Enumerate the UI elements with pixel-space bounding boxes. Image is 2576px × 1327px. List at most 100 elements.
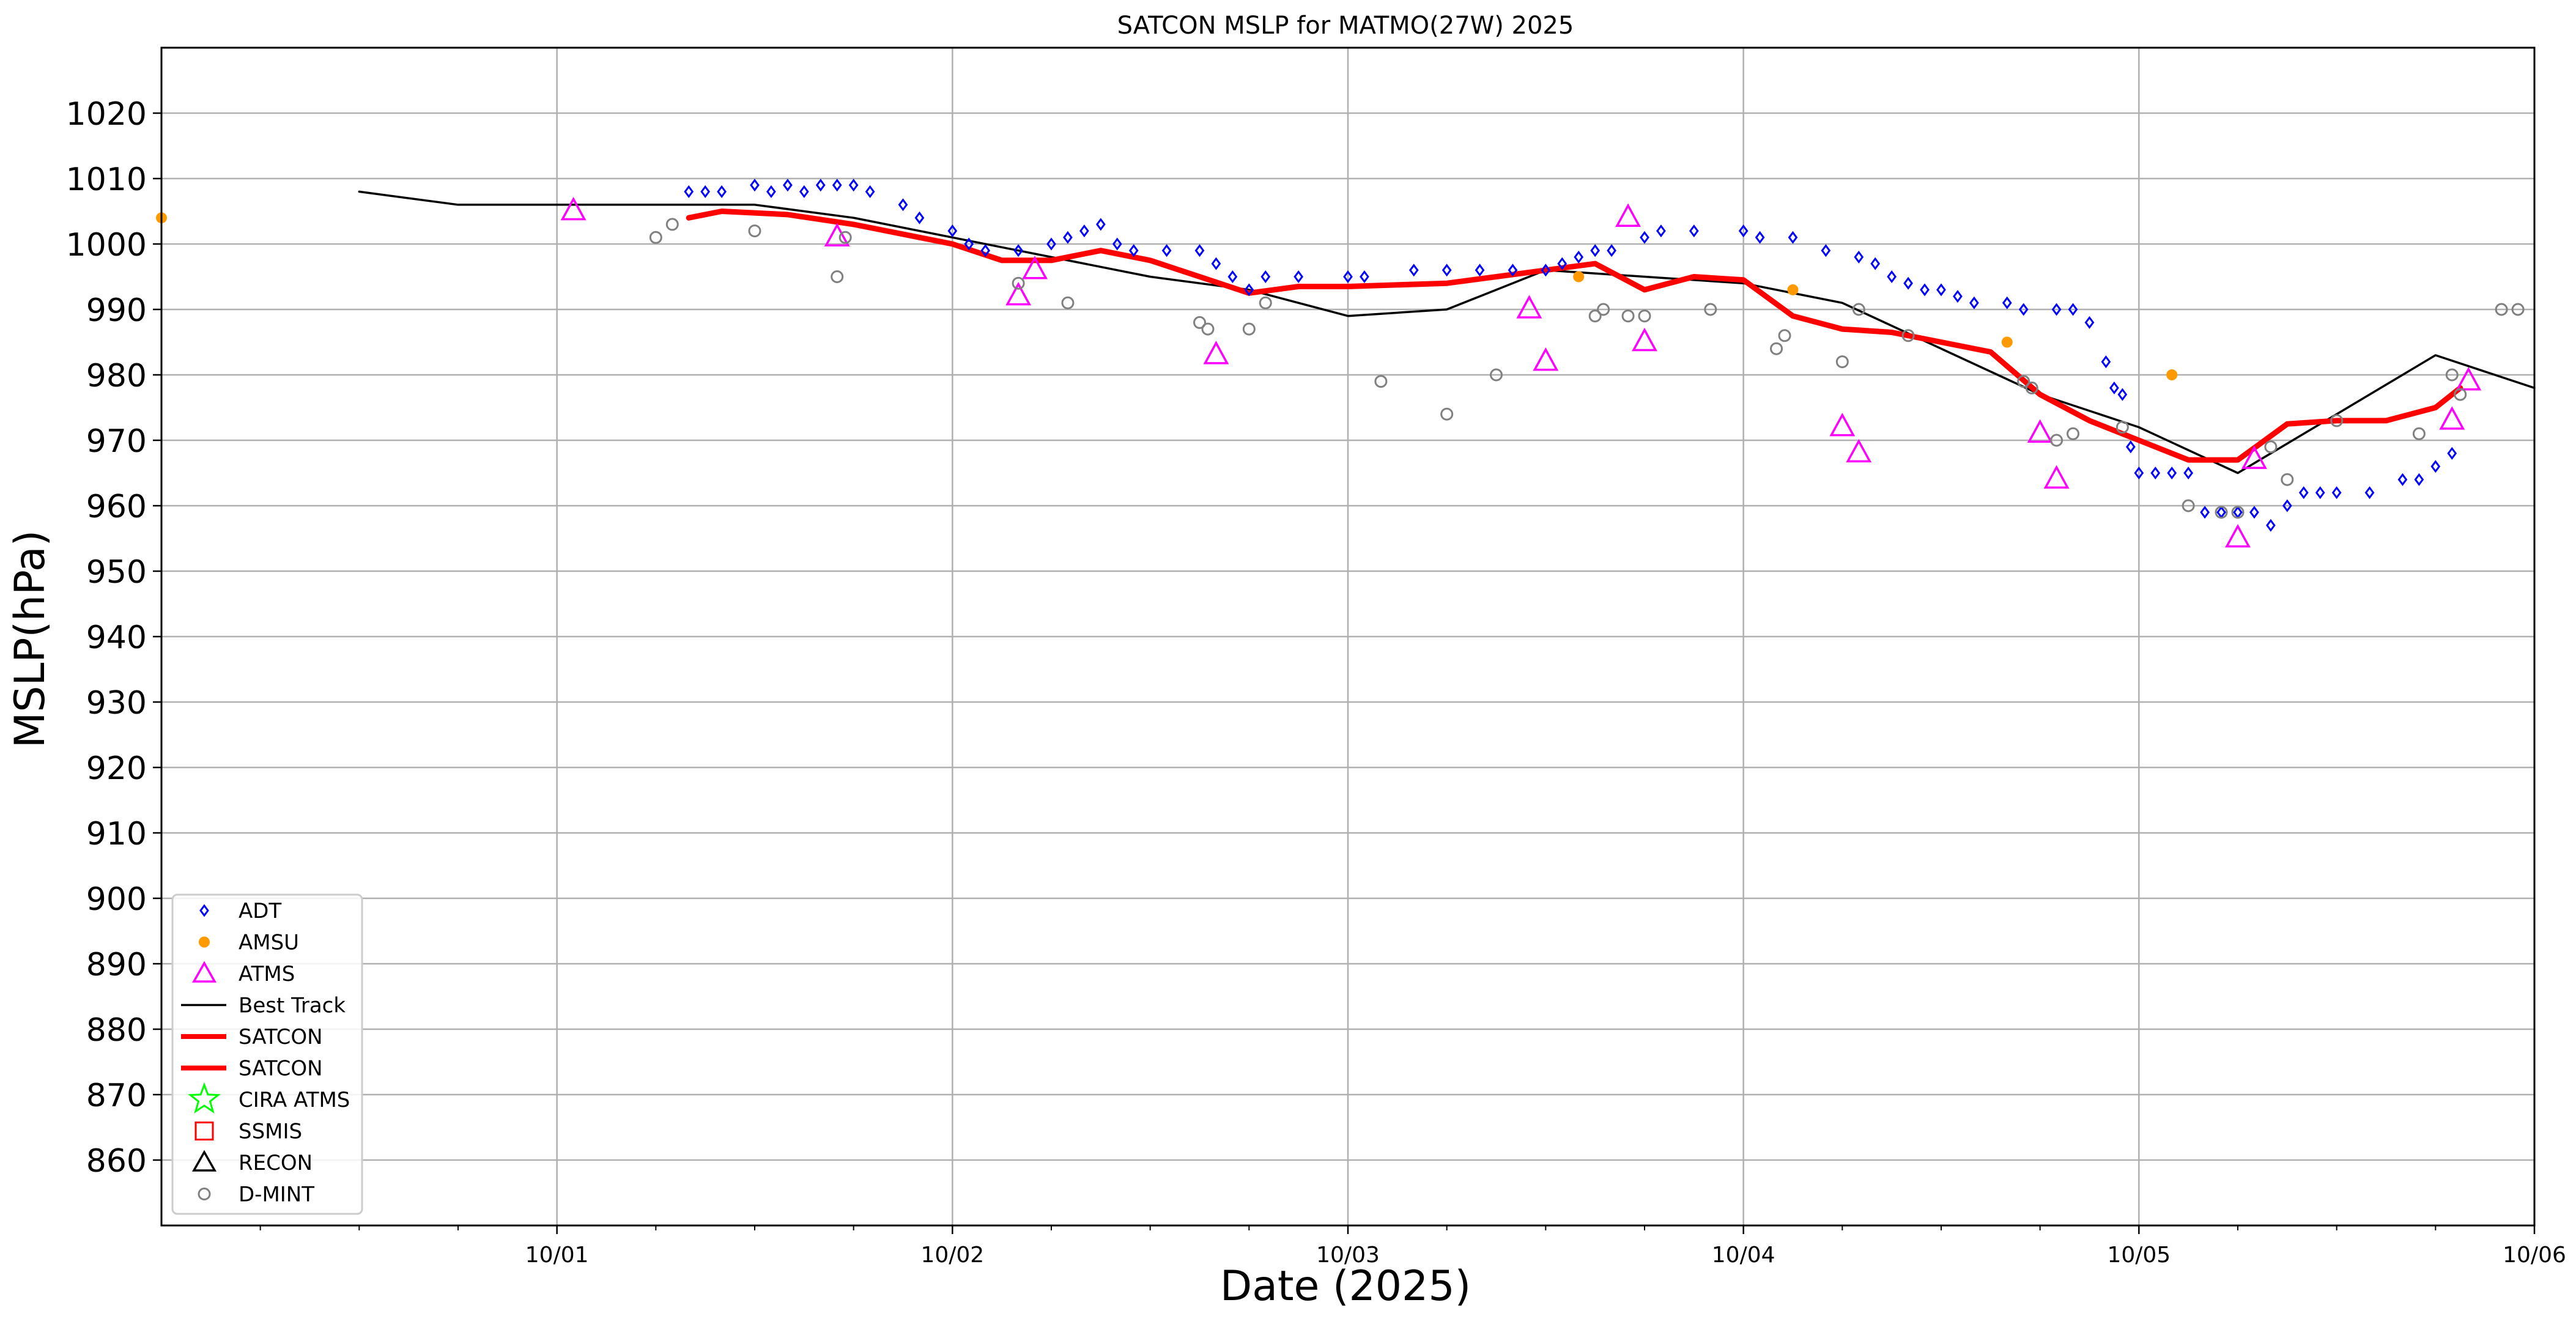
adt-point <box>2249 506 2259 519</box>
y-tick-label: 950 <box>86 554 147 591</box>
adt-point <box>1013 244 1023 257</box>
atms-point <box>1005 281 1032 306</box>
adt-point <box>799 185 809 198</box>
x-tick-label: 10/03 <box>1316 1243 1380 1268</box>
d-mint-point <box>1852 303 1865 316</box>
adt-point <box>1920 283 1930 297</box>
adt-point <box>2002 296 2012 309</box>
y-tick-label: 970 <box>86 423 147 460</box>
d-mint-point <box>1490 368 1503 382</box>
amsu-point <box>1573 271 1585 283</box>
adt-point <box>1360 270 1369 283</box>
d-mint-point <box>748 224 761 238</box>
legend-label: ADT <box>239 899 281 923</box>
legend-swatch-adt <box>199 904 209 917</box>
adt-point <box>815 179 826 192</box>
adt-point <box>750 179 760 192</box>
legend-label: SATCON <box>239 1057 323 1081</box>
atms-point <box>1846 438 1872 463</box>
x-tick-label: 10/04 <box>1712 1243 1775 1268</box>
adt-point <box>2315 486 2325 500</box>
x-tick-label: 10/06 <box>2503 1243 2566 1268</box>
grid <box>161 48 2536 1225</box>
adt-point <box>1046 237 1056 251</box>
adt-point <box>1442 264 1452 277</box>
adt-point <box>1574 250 1584 264</box>
d-mint-point <box>2454 388 2467 401</box>
x-tick-label: 10/05 <box>2107 1243 2171 1268</box>
d-mint-point <box>1638 309 1651 323</box>
legend-swatch-ssmis <box>194 1122 214 1140</box>
legend-label: D-MINT <box>239 1183 314 1207</box>
adt-point <box>2397 473 2408 486</box>
series-atms <box>560 196 2482 548</box>
chart-title: SATCON MSLP for MATMO(27W) 2025 <box>1117 12 1574 40</box>
y-axis-label: MSLP(hPa) <box>6 530 54 749</box>
d-mint-point <box>2115 421 2129 434</box>
adt-point <box>1870 257 1881 270</box>
d-mint-point <box>2445 368 2459 382</box>
adt-point <box>1227 270 1238 283</box>
d-mint-point <box>2067 427 2080 440</box>
adt-point <box>1557 257 1567 270</box>
adt-point <box>2266 519 2276 532</box>
adt-point <box>1541 264 1551 277</box>
adt-point <box>2068 303 2078 316</box>
adt-point <box>2364 486 2375 500</box>
atms-point <box>1632 327 1657 352</box>
adt-point <box>1656 224 1666 238</box>
y-tick-label: 920 <box>86 750 147 787</box>
adt-point <box>1112 237 1122 251</box>
adt-point <box>1969 296 1979 309</box>
adt-point <box>898 198 908 212</box>
adt-point <box>684 185 694 198</box>
legend-label: CIRA ATMS <box>239 1088 350 1112</box>
best-track-line <box>358 190 2536 475</box>
y-tick-label: 860 <box>86 1143 147 1180</box>
adt-point <box>717 185 727 198</box>
adt-point <box>1211 257 1221 270</box>
adt-point <box>2282 499 2292 512</box>
y-tick-label: 980 <box>86 358 147 394</box>
y-tick-label: 900 <box>86 881 147 918</box>
d-mint-point <box>2050 434 2063 447</box>
d-mint-point <box>2017 375 2030 388</box>
d-mint-point <box>2182 499 2195 512</box>
d-mint-point <box>1012 276 1025 290</box>
atms-point <box>1533 347 1559 371</box>
d-mint-point <box>2025 381 2038 394</box>
adt-point <box>1738 224 1749 238</box>
adt-point <box>1821 244 1831 257</box>
x-tick-label: 10/02 <box>920 1243 984 1268</box>
atms-point <box>1022 256 1048 279</box>
adt-point <box>2430 460 2441 473</box>
adt-point <box>2150 467 2161 479</box>
adt-point <box>1244 283 1254 297</box>
adt-point <box>1161 244 1172 257</box>
atms-point <box>1203 341 1229 364</box>
series-layer <box>156 179 2536 548</box>
adt-point <box>832 179 842 192</box>
d-mint-point <box>2215 506 2228 519</box>
atms-point <box>2241 445 2267 469</box>
legend-swatch-recon <box>191 1150 217 1172</box>
adt-point <box>1689 224 1699 238</box>
adt-point <box>1640 231 1649 244</box>
y-tick-label: 910 <box>86 816 147 852</box>
adt-point <box>1755 231 1765 244</box>
d-mint-point <box>1588 309 1602 323</box>
d-mint-point <box>1201 322 1215 336</box>
series-d-mint <box>649 218 2525 519</box>
d-mint-point <box>2330 414 2344 427</box>
legend: ADT AMSU ATMS Best Track SATCON SATCON CIRA AT… <box>171 893 363 1215</box>
adt-point <box>1788 231 1798 244</box>
series-best-track <box>358 190 2536 475</box>
adt-point <box>1079 224 1089 238</box>
adt-point <box>2101 355 2111 369</box>
series-amsu <box>156 212 2178 380</box>
adt-point <box>783 179 793 192</box>
atms-point <box>1829 412 1856 437</box>
adt-point <box>2051 303 2062 316</box>
y-tick-label: 990 <box>86 292 147 329</box>
adt-point <box>1095 218 1106 231</box>
